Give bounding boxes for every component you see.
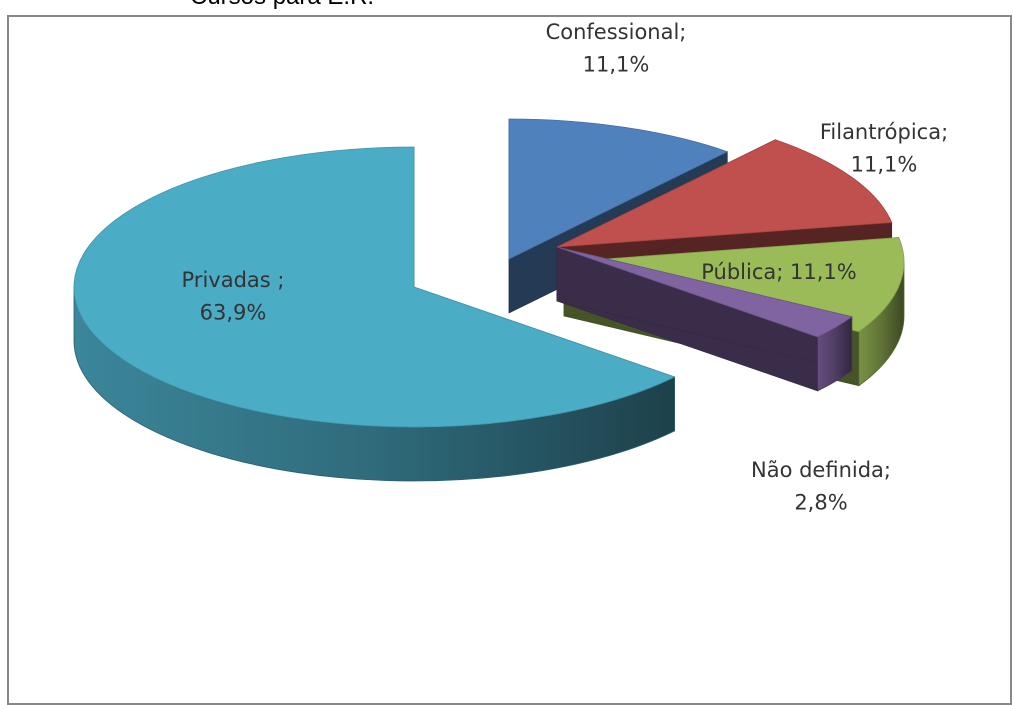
slice-top	[556, 246, 853, 338]
slice-n-o-definida	[556, 246, 853, 392]
slice-label-filantr-pica: Filantrópica; 11,1%	[820, 120, 948, 177]
chart-frame: Confessional; 11,1% Filantrópica; 11,1% Públ…	[7, 15, 1012, 705]
pie-slices	[73, 118, 905, 482]
slice-label-n-o-definida: Não definida; 2,8%	[751, 458, 891, 515]
pie-chart: Confessional; 11,1% Filantrópica; 11,1% Públ…	[73, 20, 949, 515]
slice-top	[508, 118, 729, 260]
slice-privadas	[73, 146, 676, 482]
chart-title: Cursos para E.R.	[190, 0, 374, 9]
slice-top	[563, 237, 905, 333]
slice-top	[556, 139, 893, 248]
slice-labels: Confessional; 11,1% Filantrópica; 11,1% Públ…	[182, 20, 949, 515]
slice-label-confessional: Confessional; 11,1%	[546, 20, 687, 77]
slice-top	[73, 146, 676, 428]
slice-label-privadas: Privadas ; 63,9%	[182, 268, 285, 325]
slice-label-p-blica: Pública; 11,1%	[701, 260, 856, 284]
